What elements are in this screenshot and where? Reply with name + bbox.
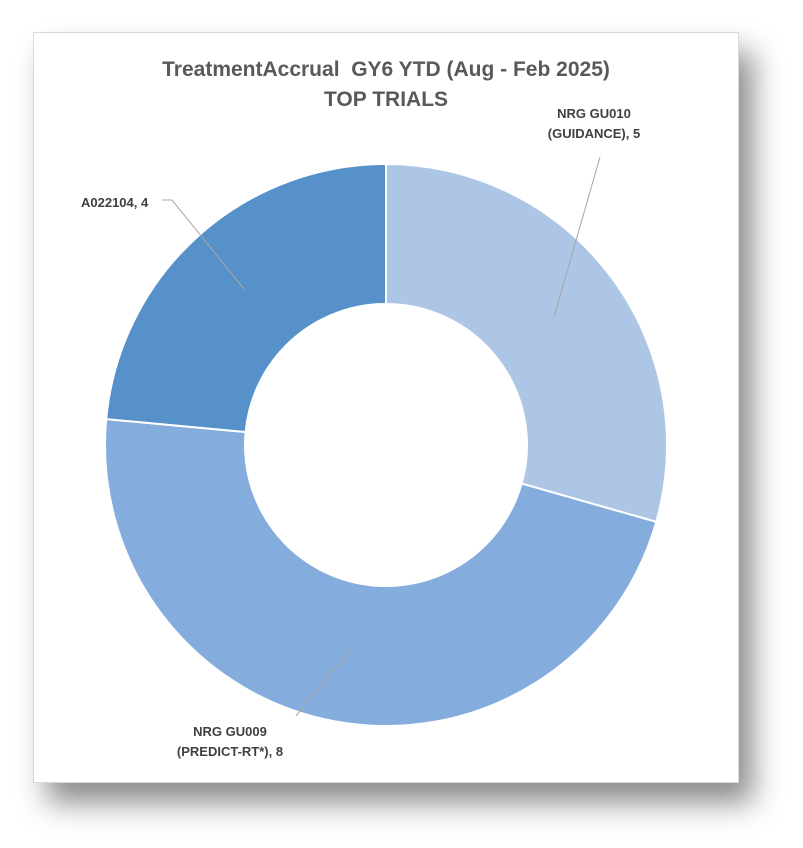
data-label: NRG GU009 (PREDICT-RT*), 8	[177, 724, 283, 759]
data-label-line: (GUIDANCE), 5	[548, 126, 640, 141]
data-label: A022104, 4	[81, 195, 149, 210]
chart-title: TreatmentAccrual GY6 YTD (Aug - Feb 2025…	[162, 58, 610, 81]
chart-title-block: TreatmentAccrual GY6 YTD (Aug - Feb 2025…	[34, 55, 738, 115]
chart-subtitle: TOP TRIALS	[323, 88, 449, 111]
leader-line	[553, 156, 601, 318]
data-label-line: (PREDICT-RT*), 8	[177, 744, 283, 759]
chart-card: TreatmentAccrual GY6 YTD (Aug - Feb 2025…	[33, 32, 739, 783]
leader-line	[295, 649, 351, 717]
data-label-line: NRG GU010	[557, 106, 631, 121]
data-label-line: A022104, 4	[81, 195, 149, 210]
data-label-line: NRG GU009	[193, 724, 267, 739]
donut-slice	[105, 162, 387, 434]
donut-slice	[104, 417, 658, 727]
donut-slice	[385, 162, 668, 524]
donut-chart: NRG GU010 (GUIDANCE), 5 NRG GU009 (PREDICT-…	[81, 106, 668, 759]
data-label: NRG GU010 (GUIDANCE), 5	[548, 106, 640, 141]
leader-line	[162, 199, 245, 290]
